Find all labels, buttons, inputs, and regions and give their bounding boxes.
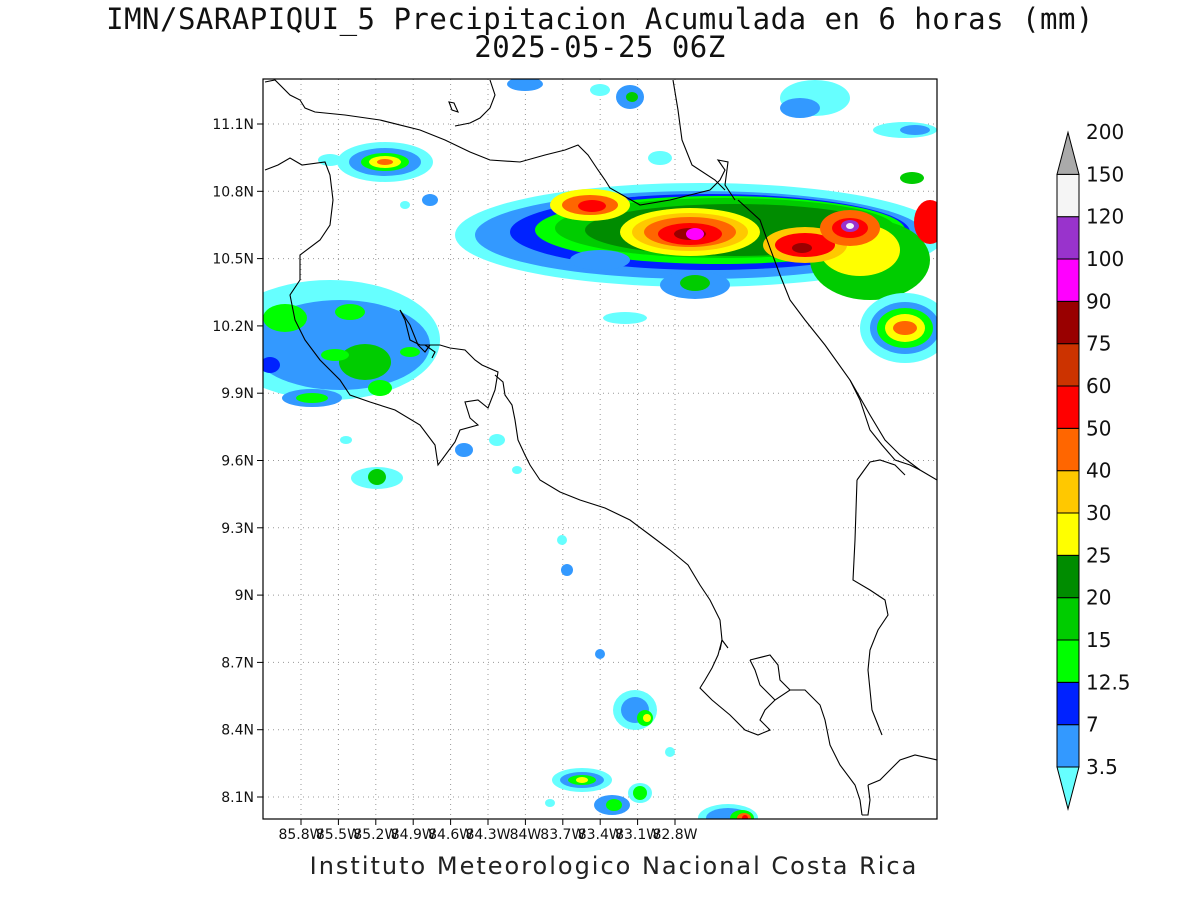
colorbar-segment <box>1056 597 1080 641</box>
lon-tick-label: 83.7W <box>540 827 585 843</box>
lat-tick-label: 9.3N <box>221 521 254 537</box>
colorbar-label: 15 <box>1086 628 1111 652</box>
lat-tick-label: 8.7N <box>221 655 254 671</box>
lon-tick-label: 84.9W <box>391 827 436 843</box>
colorbar-segment <box>1056 300 1080 345</box>
colorbar-segment <box>1056 554 1080 599</box>
colorbar-label: 40 <box>1086 459 1111 483</box>
colorbar-label: 200 <box>1086 120 1124 144</box>
colorbar-segment <box>1056 427 1080 472</box>
lat-tick-label: 10.8N <box>212 184 254 200</box>
lon-tick-label: 85.5W <box>316 827 361 843</box>
map-frame <box>262 78 938 820</box>
coastline <box>264 79 937 816</box>
lon-tick-label: 85.8W <box>278 827 323 843</box>
lat-tick-label: 8.1N <box>221 790 254 806</box>
lon-tick-label: 83.4W <box>578 827 623 843</box>
colorbar-label: 30 <box>1086 501 1111 525</box>
institution-footer: Instituto Meteorologico Nacional Costa R… <box>309 852 919 880</box>
lat-tick-label: 9N <box>235 588 254 604</box>
colorbar-label: 20 <box>1086 586 1111 610</box>
precipitation-field <box>263 79 937 819</box>
lon-tick-label: 85.2W <box>353 827 398 843</box>
colorbar-arrow-high <box>1056 130 1080 175</box>
lat-tick-label: 8.4N <box>221 723 254 739</box>
colorbar-label: 25 <box>1086 543 1111 567</box>
colorbar-segment <box>1056 512 1080 556</box>
colorbar-label: 50 <box>1086 416 1111 440</box>
lat-tick-label: 9.6N <box>221 454 254 470</box>
colorbar: 3.5 7 12.5 15 20 25 30 40 50 60 75 90 100 120 150 200 <box>1056 120 1131 811</box>
lon-tick-label: 82.8W <box>652 827 697 843</box>
colorbar-segment <box>1056 385 1080 429</box>
map-datetime: 2025-05-25 06Z <box>474 30 726 64</box>
lon-tick-label: 84.6W <box>428 827 473 843</box>
colorbar-segment <box>1056 724 1080 768</box>
lon-tick-label: 84W <box>510 827 542 843</box>
colorbar-label: 120 <box>1086 205 1124 229</box>
colorbar-label: 3.5 <box>1086 755 1118 779</box>
lat-tick-label: 9.9N <box>221 386 254 402</box>
colorbar-segment <box>1056 639 1080 683</box>
colorbar-label: 100 <box>1086 247 1124 271</box>
colorbar-label: 90 <box>1086 289 1111 313</box>
lon-tick-label: 83.1W <box>615 827 660 843</box>
lat-tick-label: 11.1N <box>212 117 254 133</box>
lat-tick-label: 10.5N <box>212 252 254 268</box>
colorbar-label: 60 <box>1086 374 1111 398</box>
lon-tick-label: 84.3W <box>465 827 510 843</box>
colorbar-segment <box>1056 173 1080 218</box>
colorbar-segment <box>1056 258 1080 302</box>
colorbar-label: 12.5 <box>1086 670 1131 694</box>
map-title: IMN/SARAPIQUI_5 Precipitacion Acumulada … <box>106 2 1094 36</box>
colorbar-arrow-low <box>1056 766 1080 811</box>
colorbar-segment <box>1056 343 1080 387</box>
colorbar-label: 7 <box>1086 713 1099 737</box>
colorbar-label: 150 <box>1086 162 1124 186</box>
colorbar-segment <box>1056 681 1080 726</box>
colorbar-segment <box>1056 216 1080 260</box>
lat-tick-label: 10.2N <box>212 319 254 335</box>
colorbar-segment <box>1056 470 1080 514</box>
colorbar-label: 75 <box>1086 332 1111 356</box>
